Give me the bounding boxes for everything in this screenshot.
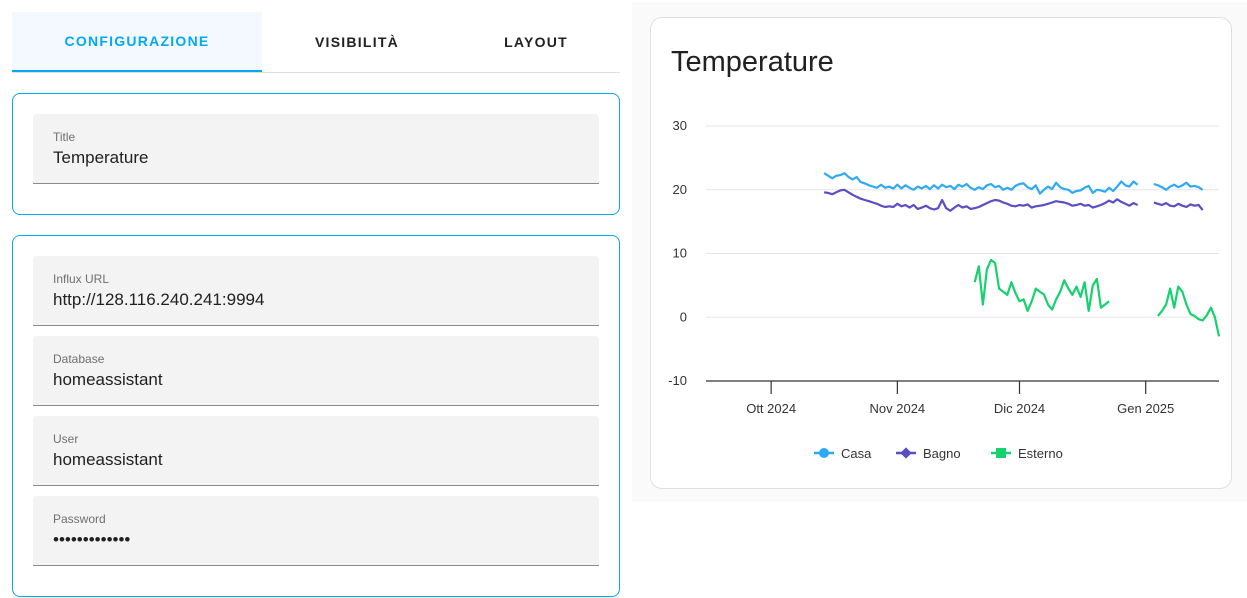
influx-url-field[interactable]: Influx URL http://128.116.240.241:9994 [33, 256, 599, 326]
editor-tabs: CONFIGURAZIONE VISIBILITÀ LAYOUT [12, 12, 620, 73]
x-tick-label: Gen 2025 [1117, 401, 1174, 416]
user-value[interactable]: homeassistant [53, 450, 163, 469]
x-tick-label: Dic 2024 [994, 401, 1045, 416]
temperature-chart: 30 20 10 0 -10 Ott 2024 Nov 2024 Dic 2024 Gen 20… [668, 118, 1221, 461]
chart-title: Temperature [671, 46, 834, 78]
legend-label-casa: Casa [841, 446, 872, 461]
series-line-bagno [823, 188, 1139, 212]
password-label: Password [53, 512, 106, 526]
title-card: Title Temperature [12, 93, 620, 215]
title-field-value[interactable]: Temperature [53, 148, 149, 167]
database-field[interactable]: Database homeassistant [33, 336, 599, 406]
legend-marker [996, 448, 1006, 458]
legend-marker [900, 447, 912, 459]
y-tick-label: -10 [668, 373, 687, 388]
connection-card: Influx URL http://128.116.240.241:9994 D… [12, 235, 620, 597]
y-tick-label: 0 [680, 309, 687, 324]
user-field[interactable]: User homeassistant [33, 416, 599, 486]
title-field[interactable]: Title Temperature [33, 114, 599, 184]
y-tick-label: 10 [673, 246, 687, 261]
series-line-casa [823, 172, 1139, 195]
database-value[interactable]: homeassistant [53, 370, 163, 389]
influx-url-label: Influx URL [53, 272, 110, 286]
tab-visibilita[interactable]: VISIBILITÀ [314, 34, 400, 50]
series-line-casa [1153, 181, 1204, 191]
legend-marker [819, 448, 829, 458]
series-line-esterno [973, 258, 1110, 312]
y-tick-label: 30 [673, 118, 687, 133]
password-value[interactable]: ••••••••••••• [53, 530, 131, 549]
legend-label-esterno: Esterno [1018, 446, 1063, 461]
tab-layout[interactable]: LAYOUT [504, 34, 568, 50]
chart-card: Temperature 30 20 10 0 -10 Ott 2024 Nov 2024 Di… [650, 17, 1232, 489]
legend-label-bagno: Bagno [923, 446, 961, 461]
series-line-bagno [1153, 201, 1204, 211]
password-field[interactable]: Password ••••••••••••• [33, 496, 599, 566]
x-tick-label: Nov 2024 [870, 401, 926, 416]
tab-configurazione[interactable]: CONFIGURAZIONE [12, 12, 262, 72]
database-label: Database [53, 352, 105, 366]
title-field-label: Title [53, 130, 76, 144]
influx-url-value[interactable]: http://128.116.240.241:9994 [53, 290, 265, 309]
series-line-esterno [1157, 285, 1221, 337]
y-tick-label: 20 [673, 182, 687, 197]
x-tick-label: Ott 2024 [746, 401, 796, 416]
user-label: User [53, 432, 79, 446]
